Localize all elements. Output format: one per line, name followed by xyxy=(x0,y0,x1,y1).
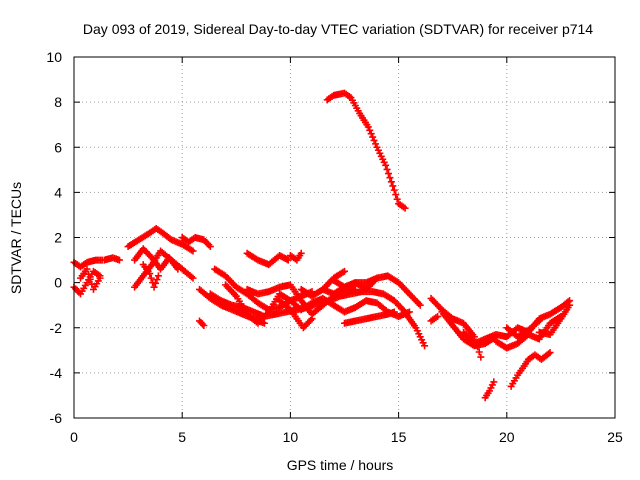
y-axis-title: SDTVAR / TECUs xyxy=(8,182,24,294)
data-point xyxy=(390,186,398,194)
data-point xyxy=(393,195,401,203)
data-point xyxy=(475,348,483,356)
x-axis-title: GPS time / hours xyxy=(287,457,394,473)
data-point xyxy=(416,301,424,309)
series-arc-4 xyxy=(100,254,123,264)
series-arc-32 xyxy=(507,349,554,390)
series-arc-10 xyxy=(196,317,208,329)
data-point xyxy=(373,274,381,282)
data-point xyxy=(86,275,94,283)
data-point xyxy=(206,243,214,251)
data-point xyxy=(351,285,359,293)
data-point xyxy=(490,378,498,386)
data-point xyxy=(152,279,160,287)
data-point xyxy=(366,126,374,134)
data-point xyxy=(392,191,400,199)
series-arc-8 xyxy=(139,261,162,291)
y-tick-label: 4 xyxy=(54,184,62,200)
data-point xyxy=(150,283,158,291)
data-point xyxy=(390,308,398,316)
y-tick-label: -2 xyxy=(50,320,63,336)
y-tick-label: 6 xyxy=(54,139,62,155)
y-tick-labels: -6 -4 -2 0 2 4 6 8 10 xyxy=(46,49,62,426)
data-point xyxy=(545,350,553,358)
data-points xyxy=(70,89,574,402)
series-arc-29 xyxy=(503,317,543,341)
data-point xyxy=(397,304,405,312)
data-point xyxy=(369,133,377,141)
series-arc-30 xyxy=(535,301,574,339)
data-point xyxy=(200,321,208,329)
series-arc-24 xyxy=(427,312,442,325)
data-point xyxy=(153,276,161,284)
series-arc-7 xyxy=(131,247,197,291)
data-point xyxy=(383,165,391,173)
y-tick-label: 2 xyxy=(54,230,62,246)
data-point xyxy=(364,123,372,131)
x-tick-label: 20 xyxy=(499,429,515,445)
axis-ticks xyxy=(73,56,616,419)
data-point xyxy=(405,308,413,316)
y-tick-label: 10 xyxy=(46,49,62,65)
series-arc-6 xyxy=(131,245,182,273)
x-tick-label: 0 xyxy=(70,429,78,445)
data-point xyxy=(401,204,409,212)
data-point xyxy=(546,349,554,357)
data-point xyxy=(189,247,197,255)
x-tick-labels: 0 5 10 15 20 25 xyxy=(70,429,623,445)
series-arc-23 xyxy=(323,89,409,212)
y-tick-label: 8 xyxy=(54,94,62,110)
series-arc-21 xyxy=(330,274,381,293)
data-point xyxy=(85,270,93,278)
data-point xyxy=(147,274,155,282)
data-point xyxy=(260,319,268,327)
data-point xyxy=(421,342,429,350)
series-arc-31 xyxy=(481,378,498,402)
data-point xyxy=(198,320,206,328)
data-point xyxy=(189,274,197,282)
x-tick-label: 10 xyxy=(283,429,299,445)
chart-title: Day 093 of 2019, Sidereal Day-to-day VTE… xyxy=(83,21,593,37)
data-point xyxy=(389,182,397,190)
data-point xyxy=(96,274,104,282)
data-point xyxy=(370,136,378,144)
data-point xyxy=(477,353,485,361)
data-point xyxy=(284,256,292,264)
data-point xyxy=(83,265,91,273)
data-point xyxy=(115,256,123,264)
data-point xyxy=(307,316,315,324)
series-arc-16 xyxy=(286,249,305,264)
data-point xyxy=(386,174,394,182)
series-arc-18 xyxy=(276,297,316,332)
data-point xyxy=(382,161,390,169)
data-point xyxy=(372,140,380,148)
data-point xyxy=(146,270,154,278)
series-arc-5 xyxy=(124,224,197,255)
data-point xyxy=(566,301,574,309)
series-arc-3 xyxy=(76,265,104,293)
data-point xyxy=(387,178,395,186)
data-point xyxy=(470,333,478,341)
data-point xyxy=(297,249,305,257)
data-point xyxy=(308,315,316,323)
data-point xyxy=(535,317,543,325)
y-tick-label: -6 xyxy=(50,410,63,426)
data-point xyxy=(341,267,348,275)
x-tick-label: 15 xyxy=(391,429,407,445)
y-tick-label: 0 xyxy=(54,275,62,291)
series-arc-22 xyxy=(341,308,398,327)
data-point xyxy=(367,130,375,138)
x-tick-label: 25 xyxy=(607,429,623,445)
data-point xyxy=(385,170,393,178)
data-point xyxy=(154,272,162,280)
y-tick-label: -4 xyxy=(50,365,63,381)
x-tick-label: 5 xyxy=(178,429,186,445)
series-arc-9 xyxy=(178,234,214,251)
series-arc-15 xyxy=(243,249,292,269)
data-point xyxy=(434,312,442,320)
